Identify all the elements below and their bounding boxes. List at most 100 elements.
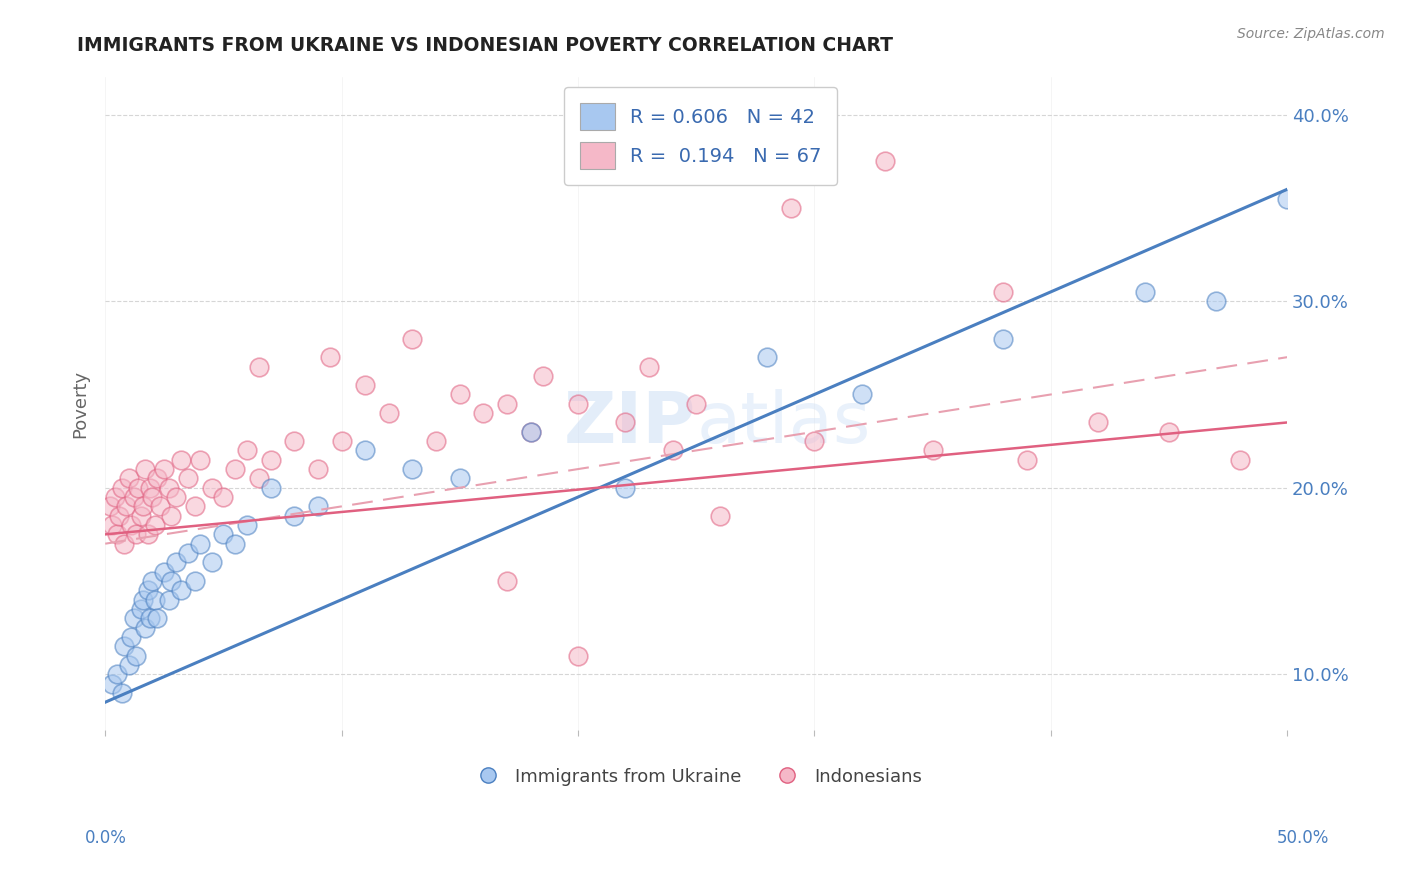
Point: [319, 350, 342, 364]
Text: atlas: atlas: [696, 389, 870, 458]
Point: [139, 481, 162, 495]
Point: [188, 452, 211, 467]
Point: [105, 527, 128, 541]
Point: [709, 508, 731, 523]
Point: [224, 537, 246, 551]
Point: [236, 443, 259, 458]
Point: [307, 462, 329, 476]
Point: [496, 574, 519, 588]
Text: 50.0%: 50.0%: [1277, 829, 1329, 847]
Point: [146, 611, 169, 625]
Point: [685, 397, 707, 411]
Point: [112, 640, 135, 654]
Point: [143, 518, 166, 533]
Y-axis label: Poverty: Poverty: [72, 370, 89, 438]
Point: [614, 481, 637, 495]
Point: [141, 574, 163, 588]
Legend: Immigrants from Ukraine, Indonesians: Immigrants from Ukraine, Indonesians: [463, 761, 929, 793]
Point: [236, 518, 259, 533]
Point: [165, 490, 187, 504]
Point: [1229, 452, 1251, 467]
Point: [200, 555, 222, 569]
Point: [449, 471, 471, 485]
Point: [125, 648, 148, 663]
Point: [531, 368, 554, 383]
Point: [993, 332, 1015, 346]
Point: [224, 462, 246, 476]
Point: [401, 462, 423, 476]
Point: [921, 443, 943, 458]
Point: [851, 387, 873, 401]
Point: [120, 518, 142, 533]
Point: [139, 611, 162, 625]
Point: [157, 592, 180, 607]
Point: [425, 434, 447, 449]
Point: [993, 285, 1015, 299]
Point: [101, 518, 124, 533]
Text: Source: ZipAtlas.com: Source: ZipAtlas.com: [1237, 27, 1385, 41]
Point: [129, 602, 152, 616]
Text: IMMIGRANTS FROM UKRAINE VS INDONESIAN POVERTY CORRELATION CHART: IMMIGRANTS FROM UKRAINE VS INDONESIAN PO…: [77, 36, 893, 54]
Point: [401, 332, 423, 346]
Text: 0.0%: 0.0%: [84, 829, 127, 847]
Point: [153, 565, 176, 579]
Point: [1275, 192, 1298, 206]
Point: [188, 537, 211, 551]
Point: [307, 500, 329, 514]
Point: [112, 537, 135, 551]
Point: [875, 154, 897, 169]
Point: [170, 452, 193, 467]
Point: [212, 527, 235, 541]
Point: [1135, 285, 1157, 299]
Point: [1087, 416, 1109, 430]
Point: [127, 481, 149, 495]
Point: [283, 508, 305, 523]
Point: [120, 630, 142, 644]
Point: [108, 508, 131, 523]
Point: [170, 583, 193, 598]
Point: [1015, 452, 1038, 467]
Point: [105, 667, 128, 681]
Point: [122, 611, 145, 625]
Point: [165, 555, 187, 569]
Point: [756, 350, 779, 364]
Point: [153, 462, 176, 476]
Point: [132, 592, 155, 607]
Point: [143, 592, 166, 607]
Point: [567, 648, 589, 663]
Point: [115, 500, 138, 514]
Point: [160, 574, 183, 588]
Point: [260, 452, 283, 467]
Point: [141, 490, 163, 504]
Point: [567, 397, 589, 411]
Point: [184, 574, 207, 588]
Point: [136, 527, 159, 541]
Point: [449, 387, 471, 401]
Point: [132, 500, 155, 514]
Point: [125, 527, 148, 541]
Point: [779, 201, 801, 215]
Point: [614, 416, 637, 430]
Point: [122, 490, 145, 504]
Point: [134, 462, 156, 476]
Point: [136, 583, 159, 598]
Point: [638, 359, 661, 374]
Point: [160, 508, 183, 523]
Point: [354, 378, 377, 392]
Point: [134, 621, 156, 635]
Point: [212, 490, 235, 504]
Point: [111, 686, 134, 700]
Point: [129, 508, 152, 523]
Point: [661, 443, 683, 458]
Point: [354, 443, 377, 458]
Point: [104, 490, 127, 504]
Point: [111, 481, 134, 495]
Point: [184, 500, 207, 514]
Point: [177, 471, 200, 485]
Point: [101, 676, 124, 690]
Point: [803, 434, 825, 449]
Point: [146, 471, 169, 485]
Point: [519, 425, 541, 439]
Point: [1157, 425, 1180, 439]
Point: [519, 425, 541, 439]
